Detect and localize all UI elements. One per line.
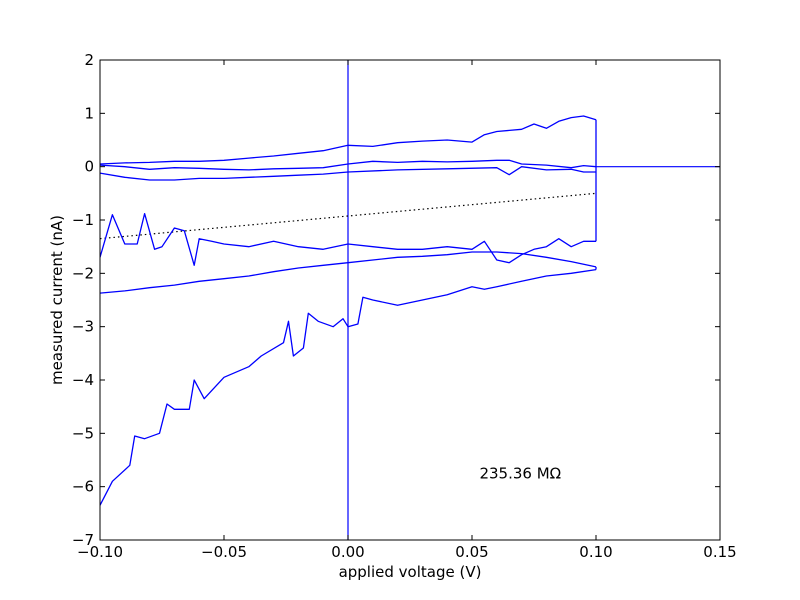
x-tick-label: 0.00	[331, 543, 364, 561]
y-tick-label: −2	[72, 264, 94, 282]
iv-trace-1	[100, 115, 597, 165]
y-tick-label: −5	[72, 424, 94, 442]
plot-area	[99, 59, 721, 541]
x-tick-label: −0.10	[77, 543, 123, 561]
series-layer	[100, 60, 720, 540]
x-tick-label: 0.05	[455, 543, 488, 561]
x-tick-label: 0.10	[579, 543, 612, 561]
iv-trace-6	[100, 268, 597, 506]
x-axis-title: applied voltage (V)	[339, 563, 482, 581]
y-tick-label: −7	[72, 531, 94, 549]
y-tick-label: −1	[72, 211, 94, 229]
x-axis-ticks: −0.10 −0.05 0.00 0.05 0.10 0.15	[77, 60, 737, 561]
iv-trace-4	[100, 212, 596, 266]
x-tick-label: −0.05	[201, 543, 247, 561]
y-tick-label: 0	[84, 158, 94, 176]
y-tick-label: 2	[84, 51, 94, 69]
plot-frame	[99, 59, 721, 541]
iv-trace-3	[100, 166, 596, 181]
x-tick-label: 0.15	[703, 543, 736, 561]
linear-fit-line	[100, 192, 597, 240]
y-axis-ticks: −7 −6 −5 −4 −3 −2 −1 0 1 2	[72, 51, 720, 549]
y-tick-label: −4	[72, 371, 94, 389]
y-tick-label: −6	[72, 478, 94, 496]
y-tick-label: 1	[84, 104, 94, 122]
iv-trace-5	[100, 251, 597, 294]
y-axis-title: measured current (nA)	[48, 215, 66, 385]
resistance-annotation: 235.36 MΩ	[479, 465, 561, 483]
y-tick-label: −3	[72, 318, 94, 336]
iv-trace-2	[100, 159, 597, 171]
